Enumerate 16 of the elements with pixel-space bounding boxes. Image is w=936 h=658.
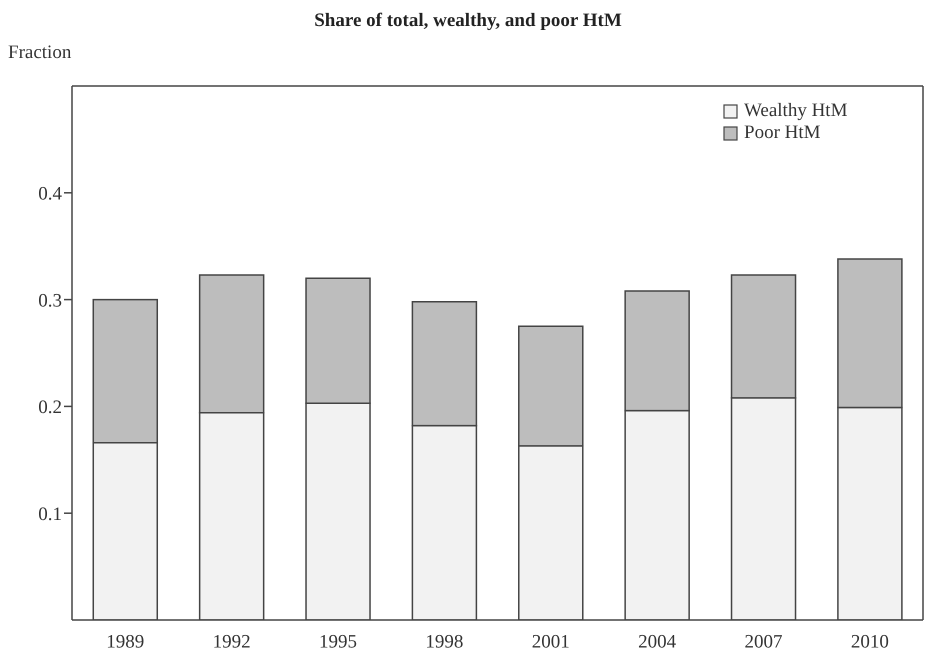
- legend-label: Poor HtM: [744, 122, 821, 144]
- y-tick-label: 0.3: [38, 290, 62, 312]
- x-tick-label: 2007: [744, 631, 782, 652]
- y-axis-title: Fraction: [8, 42, 72, 64]
- y-tick-label: 0.4: [38, 184, 62, 205]
- x-tick-label: 1989: [106, 631, 144, 652]
- chart-title: Share of total, wealthy, and poor HtM: [313, 10, 623, 32]
- x-tick-label: 1992: [212, 631, 251, 652]
- x-tick-label: 2001: [532, 631, 570, 652]
- y-tick-label: 0.2: [38, 397, 62, 418]
- legend-label: Wealthy HtM: [744, 100, 848, 122]
- x-tick-label: 2004: [638, 631, 677, 652]
- x-tick-label: 2010: [850, 631, 889, 652]
- x-tick-label: 1995: [318, 631, 357, 652]
- y-tick-label: 0.1: [38, 504, 62, 525]
- x-tick-label: 1998: [425, 631, 464, 652]
